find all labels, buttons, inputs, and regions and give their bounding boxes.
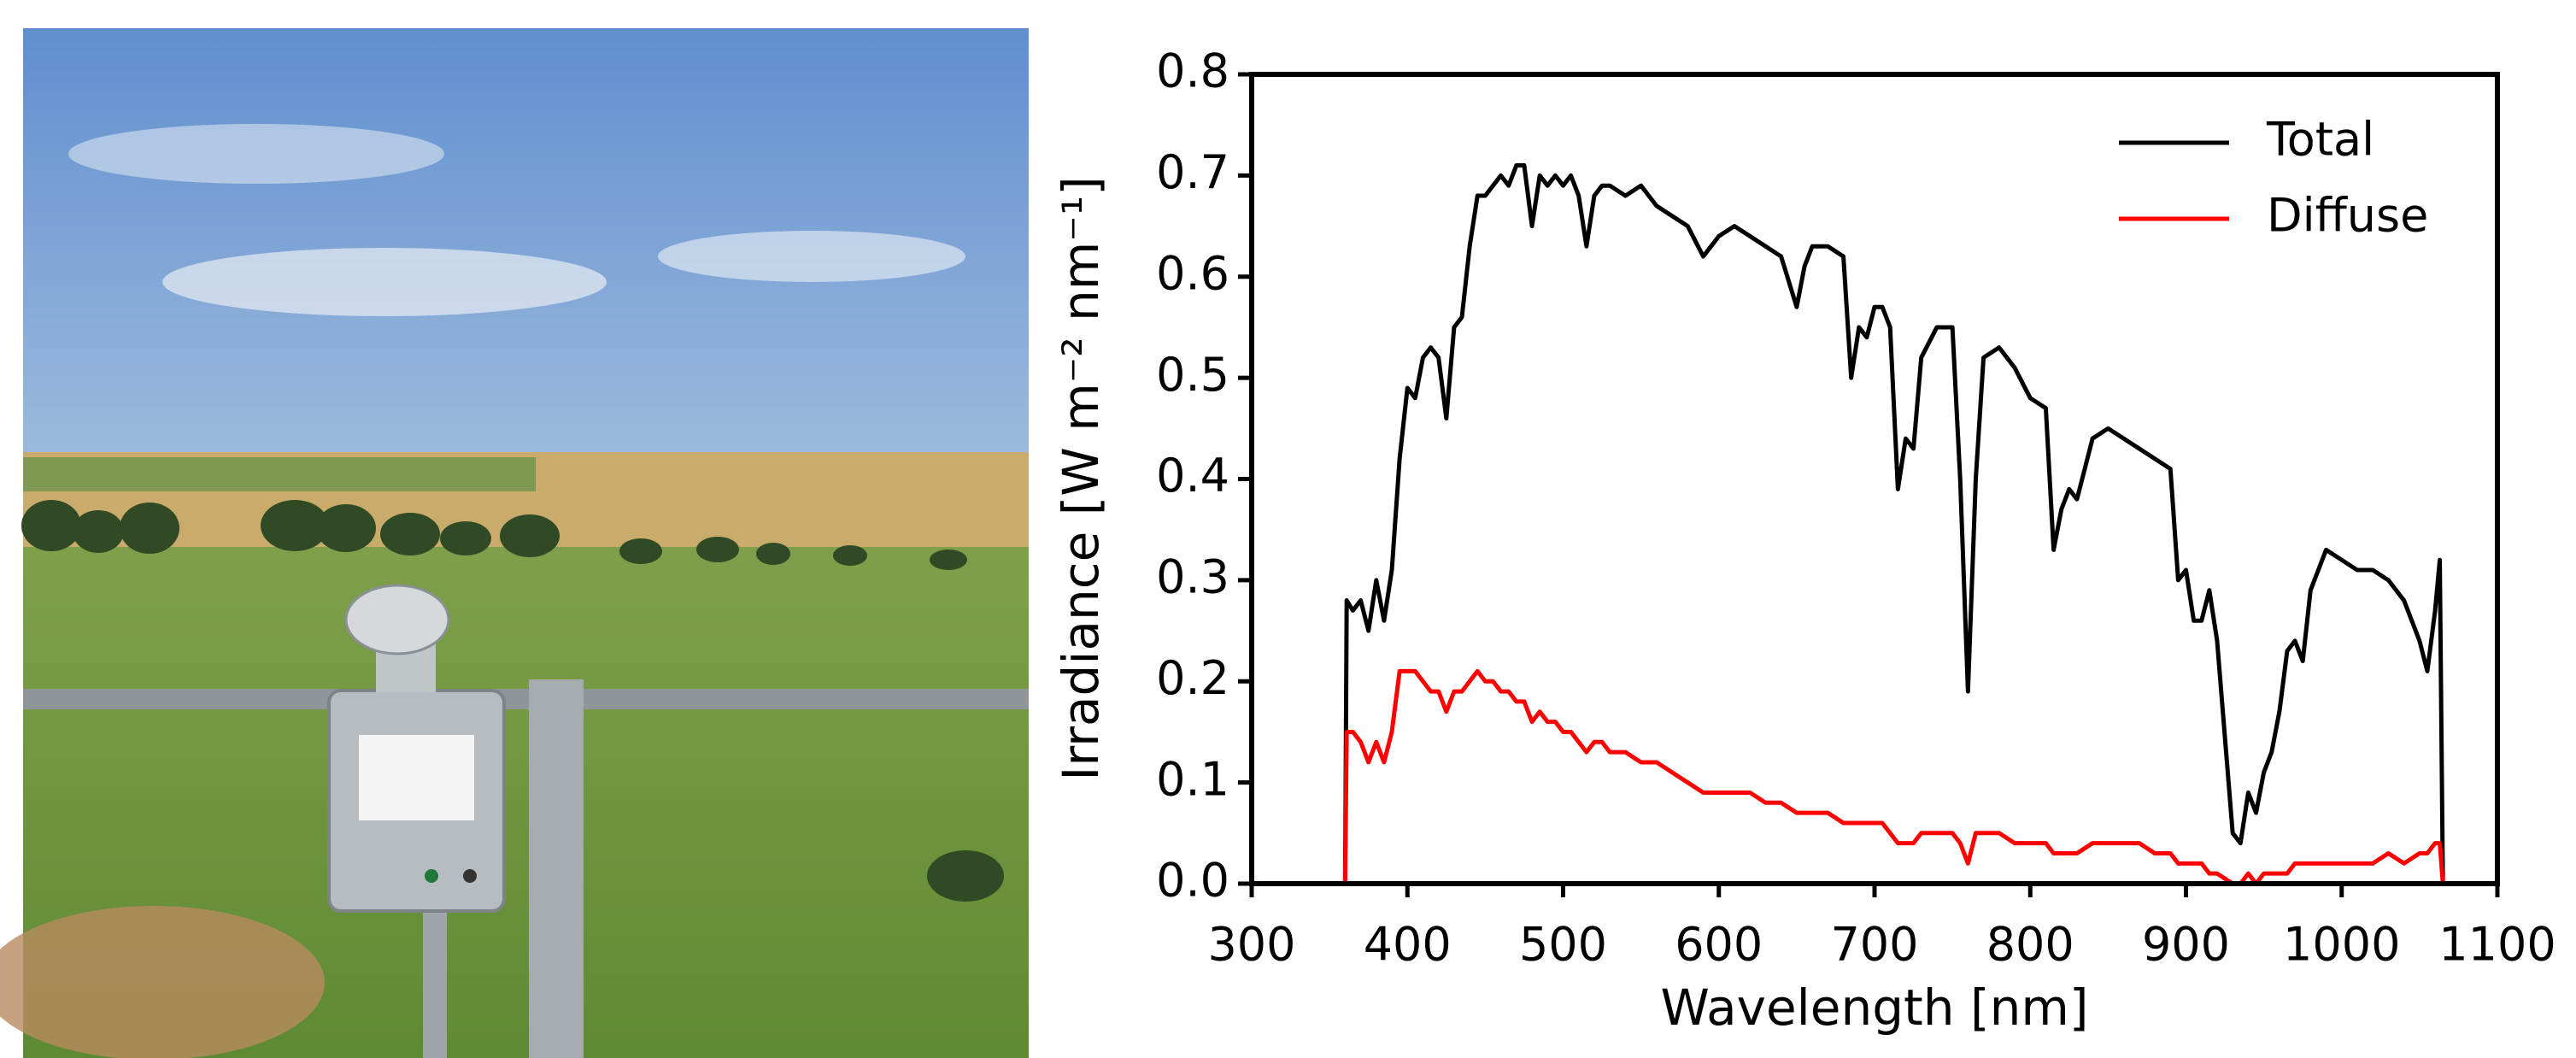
rail xyxy=(23,689,1029,709)
x-tick-label: 1000 xyxy=(2283,918,2400,972)
led xyxy=(463,869,477,883)
y-tick-label: 0.8 xyxy=(1156,44,1229,98)
x-tick-label: 600 xyxy=(1675,918,1763,972)
cloud xyxy=(658,231,965,282)
x-tick-label: 1100 xyxy=(2438,918,2555,972)
post xyxy=(529,679,584,1058)
y-tick-label: 0.6 xyxy=(1156,246,1229,300)
y-tick-label: 0.2 xyxy=(1156,651,1229,705)
photo xyxy=(0,28,1029,1058)
legend-label: Diffuse xyxy=(2267,189,2428,243)
x-tick-label: 300 xyxy=(1207,918,1295,972)
cloud xyxy=(68,124,444,184)
y-tick-label: 0.0 xyxy=(1156,854,1229,908)
led xyxy=(425,869,438,883)
mount-pole xyxy=(423,906,447,1058)
series-line xyxy=(1342,163,2445,885)
x-axis-label: Wavelength [nm] xyxy=(1660,979,2088,1037)
plot-frame xyxy=(1249,72,2500,886)
cloud xyxy=(162,248,607,316)
x-tick-label: 500 xyxy=(1519,918,1607,972)
x-tick-label: 400 xyxy=(1364,918,1452,972)
legend-label: Total xyxy=(2266,113,2374,167)
x-tick-label: 800 xyxy=(1986,918,2074,972)
x-tick-label: 700 xyxy=(1830,918,1918,972)
sensor-dome xyxy=(344,584,450,655)
distant-field xyxy=(23,457,536,491)
dirt xyxy=(0,906,325,1058)
y-tick-label: 0.5 xyxy=(1156,348,1229,402)
y-tick-label: 0.4 xyxy=(1156,449,1229,503)
y-tick-label: 0.7 xyxy=(1156,145,1229,199)
y-tick-label: 0.3 xyxy=(1156,550,1229,604)
device-label xyxy=(359,735,474,820)
y-axis-label: Irradiance [W m⁻² nm⁻¹] xyxy=(1052,176,1110,781)
x-tick-label: 900 xyxy=(2142,918,2230,972)
trees xyxy=(21,500,1004,902)
y-tick-label: 0.1 xyxy=(1156,752,1229,806)
